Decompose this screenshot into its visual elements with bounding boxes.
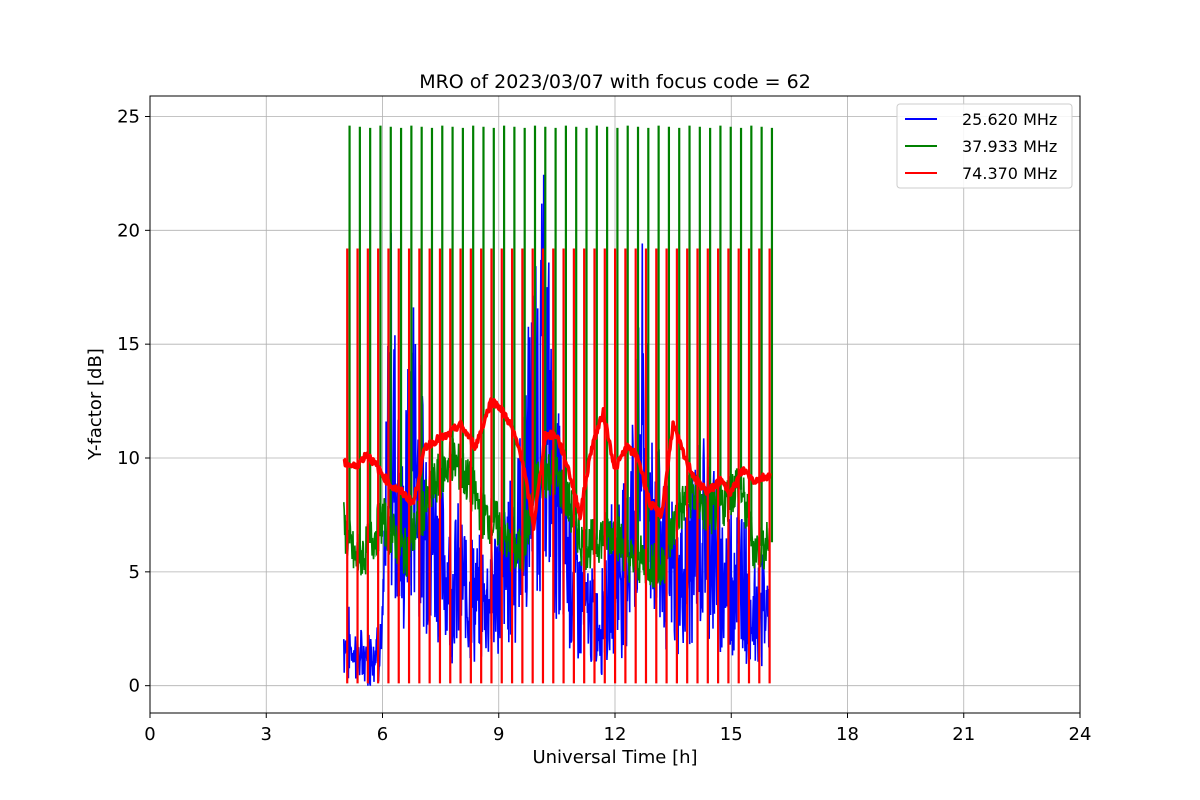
y-tick-label: 10 <box>117 448 140 469</box>
x-tick-label: 3 <box>261 724 272 745</box>
x-tick-label: 15 <box>720 724 743 745</box>
y-tick-label: 15 <box>117 334 140 355</box>
series-line-74-370-mhz <box>342 397 772 531</box>
legend-label: 37.933 MHz <box>962 137 1057 156</box>
x-tick-label: 6 <box>377 724 388 745</box>
y-tick-label: 20 <box>117 220 140 241</box>
x-tick-label: 9 <box>493 724 504 745</box>
x-tick-label: 18 <box>836 724 859 745</box>
x-axis-label: Universal Time [h] <box>532 747 697 768</box>
legend-label: 25.620 MHz <box>962 110 1057 129</box>
x-tick-label: 12 <box>604 724 627 745</box>
y-tick-label: 0 <box>129 676 140 697</box>
x-tick-label: 0 <box>144 724 155 745</box>
ticks: 0 3 6 9 12 15 18 21 24 0 5 10 15 20 25 <box>117 106 1091 745</box>
chart-title: MRO of 2023/03/07 with focus code = 62 <box>419 71 811 93</box>
y-axis-label: Y-factor [dB] <box>85 348 106 461</box>
series-line-37-933-mhz <box>343 438 771 591</box>
legend: 25.620 MHz 37.933 MHz 74.370 MHz <box>896 103 1073 189</box>
x-tick-label: 24 <box>1069 724 1092 745</box>
legend-box <box>896 103 1073 189</box>
x-tick-label: 21 <box>952 724 975 745</box>
legend-label: 74.370 MHz <box>962 164 1057 183</box>
series-layer <box>342 125 774 686</box>
y-tick-label: 25 <box>117 106 140 127</box>
y-tick-label: 5 <box>129 562 140 583</box>
